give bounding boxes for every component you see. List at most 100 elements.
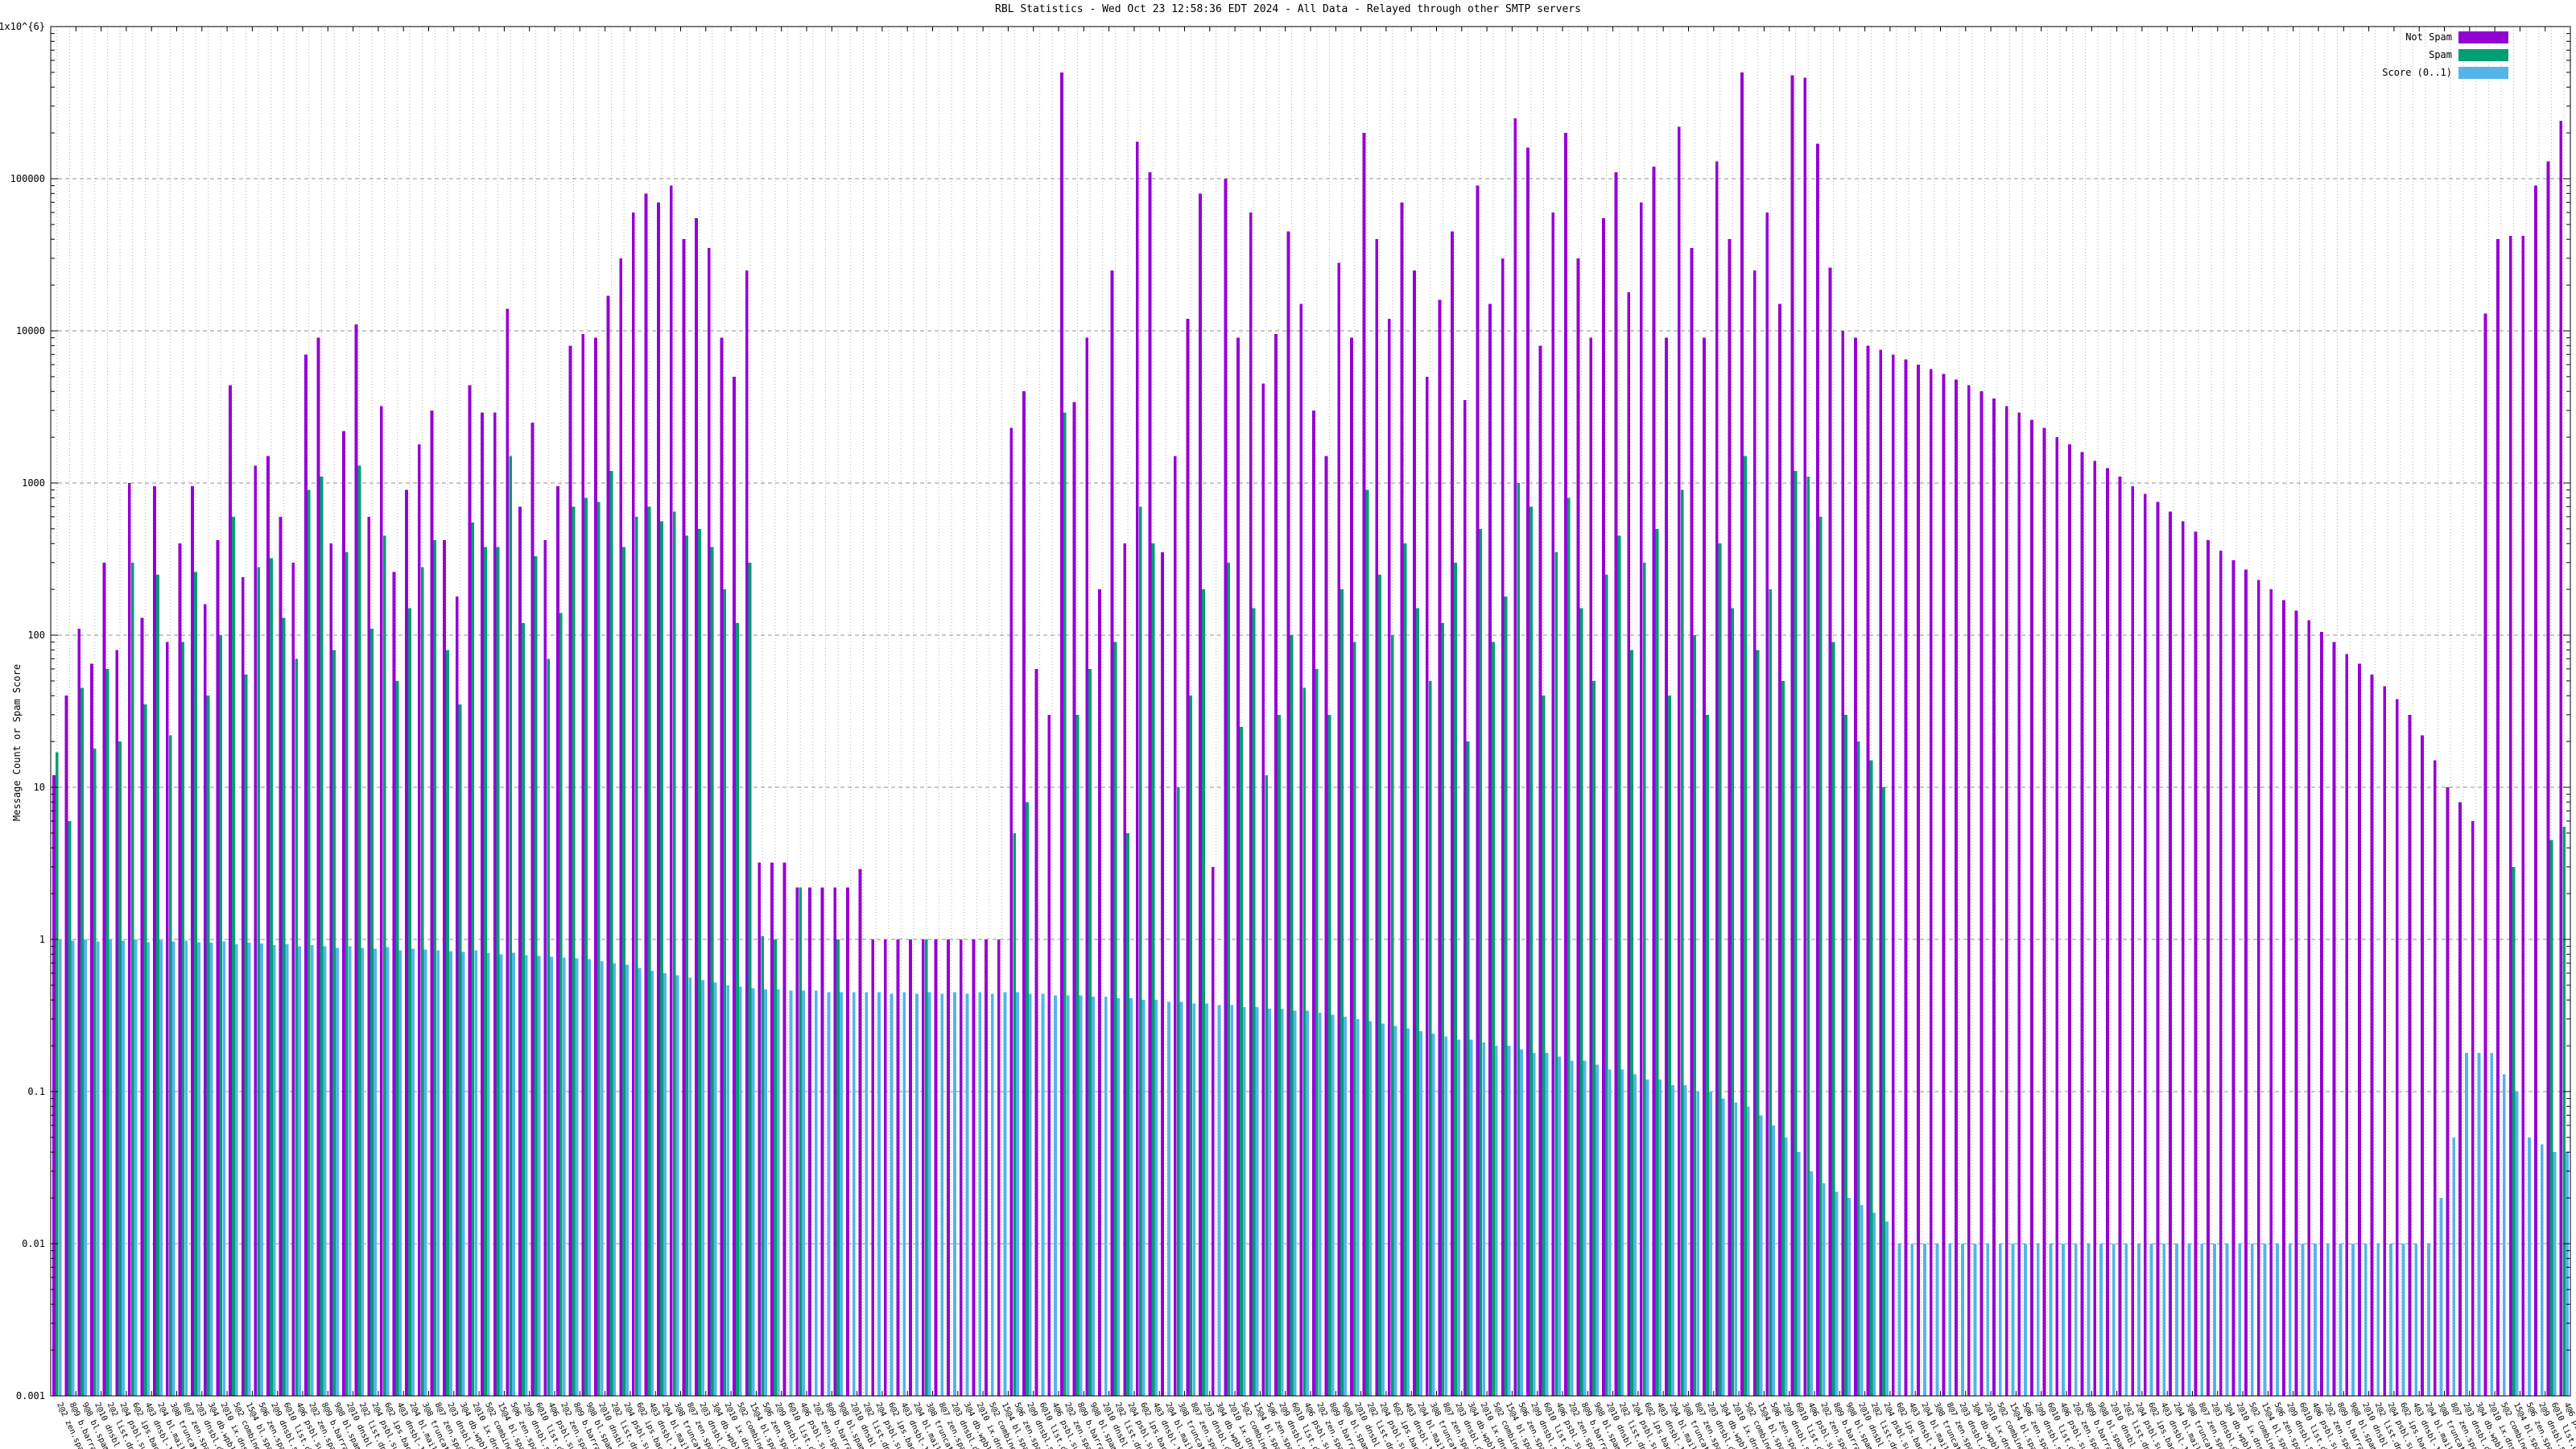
y-tick-label: 1 — [39, 934, 45, 945]
bar-not-spam — [417, 444, 421, 1396]
bar-not-spam — [52, 775, 56, 1396]
y-tick-label: 0.001 — [16, 1390, 45, 1402]
bar-spam — [1088, 668, 1092, 1396]
bar-not-spam — [367, 516, 371, 1397]
bar-score — [2414, 1244, 2418, 1396]
bar-spam — [1794, 471, 1798, 1396]
bar-spam — [736, 623, 739, 1396]
bar-score — [2276, 1244, 2280, 1396]
bar-spam — [1240, 726, 1243, 1396]
bar-score — [1255, 1006, 1259, 1396]
bar-score — [1671, 1085, 1674, 1396]
bar-not-spam — [1425, 376, 1429, 1396]
bar-score — [323, 946, 327, 1396]
y-tick-label: 10000 — [16, 325, 45, 336]
bar-spam — [2562, 827, 2566, 1396]
bar-score — [2502, 1074, 2506, 1396]
bar-score — [2464, 1052, 2468, 1396]
bar-score — [2087, 1244, 2091, 1396]
bar-score — [1066, 995, 1070, 1396]
bar-score — [1872, 1212, 1876, 1396]
bar-not-spam — [1097, 589, 1101, 1396]
bar-score — [2288, 1244, 2292, 1396]
bar-score — [827, 992, 831, 1396]
bar-score — [1230, 1005, 1234, 1396]
bar-not-spam — [758, 862, 762, 1396]
bar-spam — [1769, 589, 1773, 1396]
bar-score — [600, 960, 604, 1396]
y-tick-label: 100000 — [10, 173, 45, 184]
bar-spam — [1542, 696, 1546, 1396]
bar-spam — [2512, 866, 2516, 1396]
bar-spam — [1642, 562, 1646, 1396]
bar-not-spam — [2408, 714, 2412, 1396]
bar-not-spam — [2042, 427, 2046, 1396]
bar-spam — [1265, 775, 1269, 1396]
bar-score — [1910, 1244, 1914, 1396]
bar-not-spam — [2169, 511, 2173, 1396]
bar-not-spam — [2030, 419, 2033, 1396]
bar-score — [575, 958, 579, 1396]
bar-score — [802, 990, 805, 1396]
bar-not-spam — [1703, 337, 1706, 1396]
bar-spam — [357, 465, 361, 1397]
bar-not-spam — [2231, 560, 2235, 1396]
bar-score — [512, 952, 516, 1396]
bar-spam — [1454, 562, 1457, 1396]
bar-spam — [194, 572, 197, 1396]
bar-not-spam — [581, 334, 585, 1397]
bar-score — [650, 971, 654, 1396]
bar-not-spam — [657, 202, 661, 1396]
bar-score — [1167, 1001, 1170, 1396]
bar-not-spam — [443, 540, 446, 1397]
bar-score — [1835, 1191, 1839, 1396]
bar-not-spam — [695, 218, 698, 1396]
bar-score — [865, 992, 869, 1396]
bar-score — [2515, 1092, 2519, 1396]
bar-score — [789, 990, 793, 1396]
bar-spam — [1517, 483, 1521, 1396]
bar-score — [348, 946, 352, 1396]
bar-score — [1558, 1056, 1561, 1396]
bar-score — [1041, 993, 1045, 1396]
bar-score — [700, 980, 704, 1396]
bar-not-spam — [1627, 291, 1631, 1396]
bar-score — [1192, 1003, 1196, 1396]
bar-not-spam — [329, 543, 333, 1397]
bar-spam — [1856, 741, 1860, 1396]
legend-label-spam: Spam — [2429, 49, 2452, 60]
bar-not-spam — [2080, 452, 2084, 1397]
bar-not-spam — [1929, 369, 1933, 1397]
bar-score — [1079, 995, 1083, 1396]
bar-score — [184, 940, 188, 1396]
bar-not-spam — [430, 410, 434, 1396]
bar-not-spam — [1349, 337, 1353, 1396]
bar-spam — [660, 521, 663, 1396]
bar-spam — [257, 567, 261, 1396]
bar-score — [1368, 1021, 1373, 1396]
bar-spam — [1365, 489, 1369, 1396]
bar-not-spam — [1690, 248, 1694, 1396]
bar-score — [1456, 1039, 1460, 1396]
bar-score — [1923, 1244, 1926, 1396]
bar-score — [1117, 998, 1121, 1396]
bar-score — [927, 992, 931, 1396]
bar-not-spam — [1740, 72, 1744, 1396]
bar-spam — [408, 608, 411, 1396]
bar-not-spam — [2483, 313, 2487, 1397]
bar-spam — [1492, 642, 1495, 1396]
bar-spam — [332, 650, 336, 1396]
bar-score — [1960, 1244, 1964, 1396]
bar-not-spam — [1148, 172, 1152, 1397]
bar-spam — [1441, 623, 1445, 1396]
bar-not-spam — [1034, 668, 1038, 1396]
bar-spam — [647, 506, 651, 1396]
bar-spam — [105, 668, 109, 1396]
bar-not-spam — [1337, 262, 1341, 1396]
bar-not-spam — [1790, 75, 1794, 1396]
bar-not-spam — [165, 642, 169, 1396]
bar-score — [675, 975, 679, 1396]
bar-spam — [609, 471, 613, 1396]
bar-score — [537, 956, 541, 1396]
bar-spam — [534, 556, 538, 1396]
